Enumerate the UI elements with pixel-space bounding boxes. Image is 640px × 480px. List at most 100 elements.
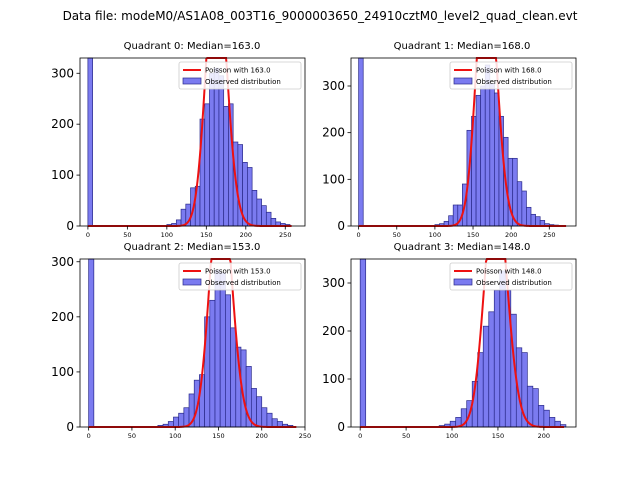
quadrant-1-bar bbox=[494, 92, 500, 227]
quadrant-3-legend-curve-label: Poisson with 148.0 bbox=[476, 268, 542, 276]
quadrant-1-ytick-label: 200 bbox=[322, 126, 345, 140]
quadrant-3-bar bbox=[488, 311, 495, 428]
quadrant-1-xtick-label: 250 bbox=[543, 231, 555, 239]
quadrant-3-panel: 0 100 200 300 0 50 100 150 200 Poisson with 148.0… bbox=[322, 242, 577, 440]
quadrant-0-ytick-label: 300 bbox=[51, 66, 74, 80]
quadrant-1-bar bbox=[521, 190, 527, 227]
quadrant-3-ytick-label: 0 bbox=[337, 420, 345, 434]
quadrant-2-bar bbox=[214, 269, 221, 428]
quadrant-2-axes-frame bbox=[79, 258, 306, 428]
quadrant-1-bar bbox=[516, 181, 523, 227]
quadrant-3-legend-hist-swatch bbox=[453, 278, 473, 286]
quadrant-0-bar bbox=[251, 190, 258, 227]
quadrant-3-bar bbox=[543, 409, 550, 428]
quadrant-3-bar bbox=[532, 388, 539, 428]
quadrant-2-bar bbox=[225, 294, 231, 428]
quadrant-0-legend-hist-label: Observed distribution bbox=[205, 78, 281, 86]
quadrant-3-bar bbox=[537, 405, 545, 428]
quadrant-3-axes-frame bbox=[350, 258, 577, 428]
quadrant-2-bar bbox=[209, 299, 216, 428]
quadrant-1-axes-frame bbox=[350, 57, 577, 227]
quadrant-0-ytick-label: 100 bbox=[51, 168, 74, 182]
quadrant-3-xtick-label: 100 bbox=[446, 432, 458, 440]
quadrant-3-ytick-label: 100 bbox=[322, 372, 345, 386]
quadrant-1-panel: 0 100 200 300 0 50 100 150 200 250 Poisson with 16… bbox=[322, 41, 577, 239]
quadrant-1-legend bbox=[449, 61, 573, 90]
quadrant-1-legend-hist-label: Observed distribution bbox=[476, 78, 552, 86]
quadrant-2-bar bbox=[88, 258, 95, 428]
quadrant-1-bar bbox=[530, 213, 536, 227]
quadrant-2-bar bbox=[178, 412, 185, 428]
quadrant-0-legend-curve-label: Poisson with 163.0 bbox=[205, 67, 271, 75]
quadrant-2-bar bbox=[271, 418, 278, 428]
quadrant-2-bar bbox=[230, 327, 237, 428]
quadrant-0-bar bbox=[213, 67, 220, 227]
quadrant-0-panel: 0 100 200 300 0 50 100 150 200 250 Poisson with 16… bbox=[51, 41, 306, 239]
quadrant-1-xtick-label: 50 bbox=[393, 231, 401, 239]
quadrant-2-bar bbox=[183, 407, 190, 428]
quadrant-2-bar bbox=[219, 272, 226, 428]
quadrant-2-xtick-label: 250 bbox=[299, 432, 311, 440]
quadrant-1-bar bbox=[526, 206, 532, 227]
quadrant-2-xtick-label: 200 bbox=[256, 432, 268, 440]
quadrant-0-xtick-label: 150 bbox=[200, 231, 212, 239]
quadrant-2-ytick-label: 0 bbox=[66, 420, 74, 434]
quadrant-3-xtick-label: 150 bbox=[492, 432, 504, 440]
quadrant-0-ytick-label: 200 bbox=[51, 117, 74, 131]
quadrant-2-xtick-label: 0 bbox=[87, 432, 91, 440]
quadrant-0-axes-frame bbox=[79, 57, 306, 227]
quadrant-0-legend-hist-swatch bbox=[182, 77, 202, 85]
quadrant-3-title: Quadrant 3: Median=148.0 bbox=[394, 242, 531, 253]
quadrant-2-bar bbox=[173, 416, 180, 428]
quadrant-1-legend-hist-swatch bbox=[453, 77, 473, 85]
quadrant-3-bar bbox=[359, 258, 367, 428]
quadrant-1-ytick-label: 0 bbox=[337, 219, 345, 233]
quadrant-3-xtick-label: 50 bbox=[402, 432, 410, 440]
quadrant-1-xtick-label: 100 bbox=[429, 231, 441, 239]
quadrant-2-bar bbox=[266, 412, 273, 428]
quadrant-3-ytick-label: 200 bbox=[322, 324, 345, 338]
quadrant-1-ytick-label: 100 bbox=[322, 172, 345, 186]
quadrant-0-bar bbox=[256, 198, 262, 227]
quadrant-1-legend-curve-label: Poisson with 168.0 bbox=[476, 67, 542, 75]
quadrant-2-ytick-label: 200 bbox=[51, 310, 74, 324]
quadrant-2-legend-hist-swatch bbox=[182, 278, 202, 286]
quadrant-3-legend bbox=[449, 262, 573, 291]
quadrant-1-bar bbox=[535, 216, 541, 227]
quadrant-0-legend bbox=[178, 61, 302, 90]
quadrant-2-xtick-label: 50 bbox=[128, 432, 136, 440]
quadrant-2-legend-curve-label: Poisson with 153.0 bbox=[205, 268, 271, 276]
quadrant-1-xtick-label: 200 bbox=[505, 231, 517, 239]
quadrant-0-xtick-label: 50 bbox=[123, 231, 131, 239]
quadrant-0-bar bbox=[265, 211, 272, 227]
quadrant-1-bar bbox=[480, 85, 486, 227]
quadrant-2-legend-hist-label: Observed distribution bbox=[205, 279, 281, 287]
quadrant-0-bar bbox=[209, 72, 215, 227]
quadrant-0-bar bbox=[223, 106, 229, 227]
quadrant-0-xtick-label: 200 bbox=[240, 231, 252, 239]
quadrant-1-xtick-label: 150 bbox=[467, 231, 479, 239]
quadrant-3-legend-hist-label: Observed distribution bbox=[476, 279, 552, 287]
quadrant-0-ytick-label: 0 bbox=[66, 219, 74, 233]
quadrant-1-xtick-label: 0 bbox=[357, 231, 361, 239]
quadrant-3-bar bbox=[482, 325, 490, 428]
quadrant-3-bar bbox=[549, 417, 556, 428]
quadrant-0-title: Quadrant 0: Median=163.0 bbox=[124, 41, 261, 52]
page-title: Data file: modeM0/AS1A08_003T16_90000036… bbox=[63, 9, 578, 23]
quadrant-2-title: Quadrant 2: Median=153.0 bbox=[124, 242, 261, 253]
quadrant-3-xtick-label: 0 bbox=[358, 432, 362, 440]
quadrant-1-bar bbox=[358, 57, 364, 227]
quadrant-2-bar bbox=[256, 396, 263, 428]
quadrant-0-xtick-label: 250 bbox=[279, 231, 291, 239]
quadrant-1-bar bbox=[489, 83, 495, 227]
quadrant-0-bar bbox=[261, 205, 267, 227]
quadrant-3-bar bbox=[493, 289, 501, 428]
quadrant-0-bar bbox=[204, 103, 210, 227]
quadrant-1-ytick-label: 300 bbox=[322, 79, 345, 93]
quadrant-3-bar bbox=[499, 270, 506, 428]
quadrant-2-ytick-label: 300 bbox=[51, 255, 74, 269]
quadrant-0-xtick-label: 0 bbox=[86, 231, 90, 239]
quadrant-3-ytick-label: 300 bbox=[322, 276, 345, 290]
quadrant-1-bar bbox=[475, 94, 482, 227]
